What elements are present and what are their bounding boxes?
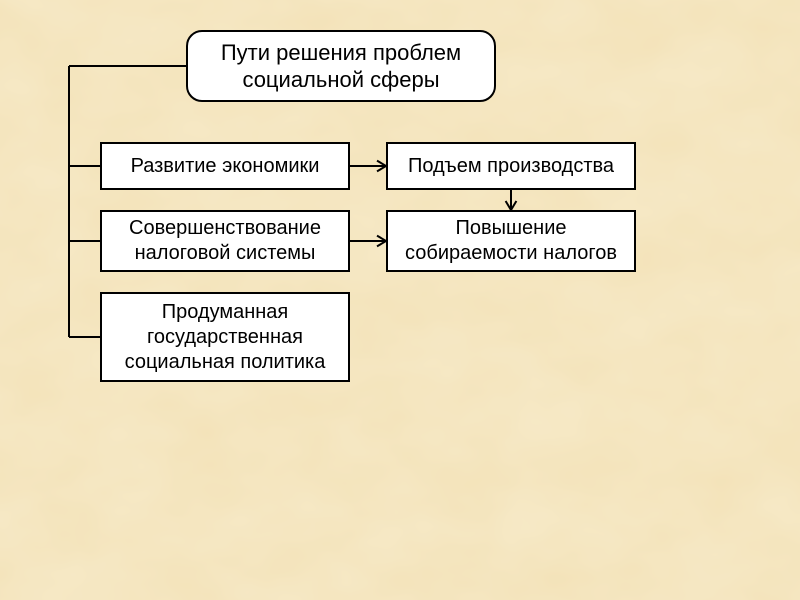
social-policy-text: Продуманная государственная социальная п… (110, 300, 340, 375)
economy-node: Развитие экономики (100, 142, 350, 190)
diagram-canvas: Пути решения проблем социальной сферы Ра… (0, 0, 800, 600)
title-text: Пути решения проблем социальной сферы (196, 39, 486, 94)
production-text: Подъем производства (408, 154, 614, 179)
tax-system-node: Совершенствование налоговой системы (100, 210, 350, 272)
title-node: Пути решения проблем социальной сферы (186, 30, 496, 102)
tax-collection-text: Повышение собираемости налогов (396, 216, 626, 266)
tax-collection-node: Повышение собираемости налогов (386, 210, 636, 272)
economy-text: Развитие экономики (131, 154, 320, 179)
production-node: Подъем производства (386, 142, 636, 190)
tax-system-text: Совершенствование налоговой системы (110, 216, 340, 266)
social-policy-node: Продуманная государственная социальная п… (100, 292, 350, 382)
